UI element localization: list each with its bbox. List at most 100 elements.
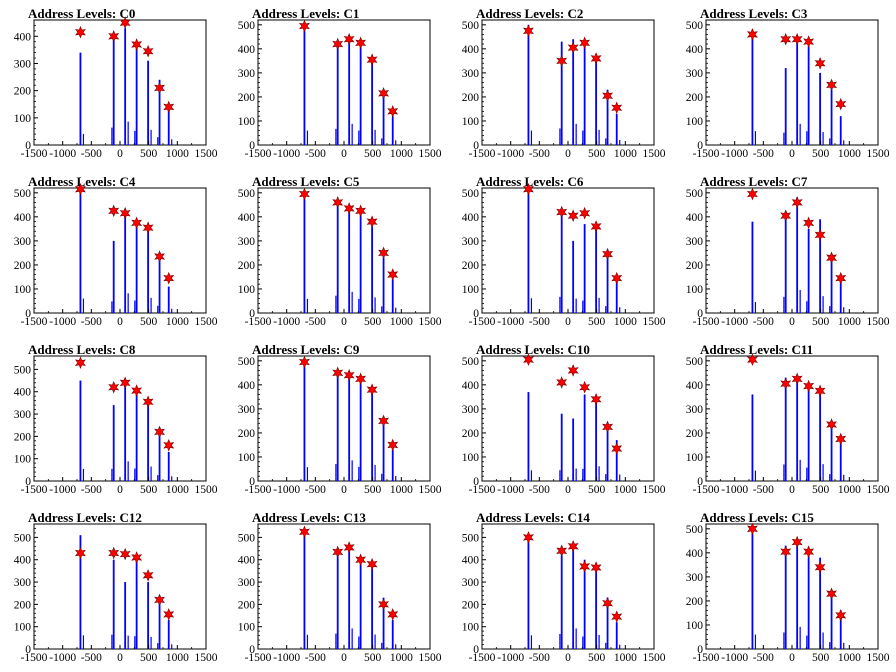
y-tick-label: 200 [462, 92, 480, 104]
plot-frame [33, 355, 207, 482]
histogram-bar [619, 140, 621, 145]
histogram-bar [134, 300, 136, 313]
x-tick-label: -1000 [49, 484, 76, 496]
y-tick-label: 100 [462, 622, 480, 634]
histogram-bar [336, 553, 339, 649]
histogram-svg: Address Levels: C13 0 100 200 300 400 500 -1500… [238, 510, 442, 664]
x-tick-label: 1500 [867, 652, 890, 664]
histogram-bar [583, 394, 586, 481]
x-tick-label: -500 [529, 484, 550, 496]
histogram-bar [807, 46, 810, 145]
x-tick-label: -1000 [497, 652, 524, 664]
y-tick-label: 200 [686, 260, 704, 272]
x-tick-label: 500 [364, 484, 382, 496]
y-tick-label: 300 [14, 58, 32, 70]
histogram-bar [829, 474, 831, 481]
x-tick-label: -1500 [21, 652, 48, 664]
y-tick-label: 300 [686, 572, 704, 584]
x-tick-label: 0 [789, 484, 795, 496]
y-tick-label: 400 [686, 548, 704, 560]
histogram-bar [82, 298, 85, 313]
histogram-bar [348, 207, 351, 313]
y-tick-label: 100 [462, 284, 480, 296]
histogram-bar [167, 109, 170, 145]
histogram-bar [530, 635, 533, 649]
chart-title: Address Levels: C10 [476, 342, 590, 357]
x-tick-label: 1000 [166, 316, 189, 328]
x-tick-label: -1500 [469, 148, 496, 160]
plot-frame [33, 523, 207, 650]
histogram-bar [606, 89, 609, 145]
histogram-bar [336, 375, 339, 481]
x-tick-label: 1500 [419, 316, 442, 328]
star-marker [355, 204, 367, 218]
star-marker [791, 535, 803, 549]
histogram-bar [560, 41, 563, 145]
histogram-bar [157, 643, 159, 649]
histogram-bar [112, 36, 115, 145]
star-marker [746, 522, 758, 536]
y-tick-label: 100 [462, 116, 480, 128]
star-marker [332, 545, 344, 559]
histogram-bar [150, 636, 152, 649]
star-marker [826, 587, 838, 601]
histogram-bar [111, 634, 113, 649]
histogram-bar [527, 190, 530, 313]
x-tick-label: 0 [117, 652, 123, 664]
histogram-bar [135, 391, 138, 481]
histogram-bar [560, 212, 563, 313]
x-tick-label: -500 [753, 316, 774, 328]
x-tick-label: 500 [364, 316, 382, 328]
chart-title: Address Levels: C12 [28, 510, 142, 525]
y-tick-label: 300 [686, 404, 704, 416]
histogram-bar [127, 121, 129, 145]
histogram-svg: Address Levels: C40100200300400500-1500-… [14, 174, 218, 328]
star-marker [108, 204, 120, 218]
histogram-bar [395, 476, 397, 481]
y-tick-label: 500 [238, 532, 256, 544]
star-marker [590, 561, 602, 574]
x-tick-label: 500 [140, 316, 158, 328]
plot-frame [705, 523, 879, 650]
histogram-bar [147, 228, 149, 313]
star-marker [579, 380, 591, 394]
x-tick-label: 0 [117, 148, 123, 160]
x-tick-label: 0 [565, 652, 571, 664]
histogram-bar [754, 634, 757, 649]
histogram-bar [306, 634, 309, 649]
y-tick-label: 300 [14, 409, 32, 421]
x-tick-label: 1500 [643, 316, 666, 328]
x-tick-label: 500 [364, 148, 382, 160]
star-marker [378, 87, 390, 100]
star-marker [590, 52, 602, 65]
chart-title: Address Levels: C6 [476, 174, 584, 189]
histogram-bar [806, 301, 808, 313]
histogram-bar [784, 68, 787, 145]
star-marker [780, 377, 792, 390]
x-tick-label: 500 [140, 484, 158, 496]
y-tick-label: 100 [14, 284, 32, 296]
x-tick-label: -500 [753, 484, 774, 496]
histogram-bar [575, 123, 577, 145]
histogram-panel-7: Address Levels: C7 0 100 200 300 400 500 -1500-… [672, 168, 896, 336]
histogram-bar [582, 468, 584, 481]
y-tick-label: 400 [238, 555, 256, 567]
histogram-bar [374, 129, 376, 145]
x-tick-label: -1000 [273, 652, 300, 664]
y-tick-label: 0 [25, 308, 31, 320]
histogram-bar [598, 129, 600, 145]
star-marker [814, 228, 826, 242]
histogram-bar [158, 431, 161, 481]
star-marker [343, 541, 355, 554]
star-marker [590, 220, 602, 233]
x-tick-label: 1000 [614, 148, 637, 160]
y-tick-label: 0 [697, 140, 703, 152]
y-tick-label: 0 [249, 140, 255, 152]
chart-title: Address Levels: C5 [252, 174, 360, 189]
histogram-bar [598, 634, 600, 649]
star-marker [826, 418, 838, 431]
star-marker [567, 540, 579, 553]
histogram-bar [150, 466, 152, 481]
histogram-bar [381, 473, 383, 481]
x-tick-label: -500 [529, 148, 550, 160]
